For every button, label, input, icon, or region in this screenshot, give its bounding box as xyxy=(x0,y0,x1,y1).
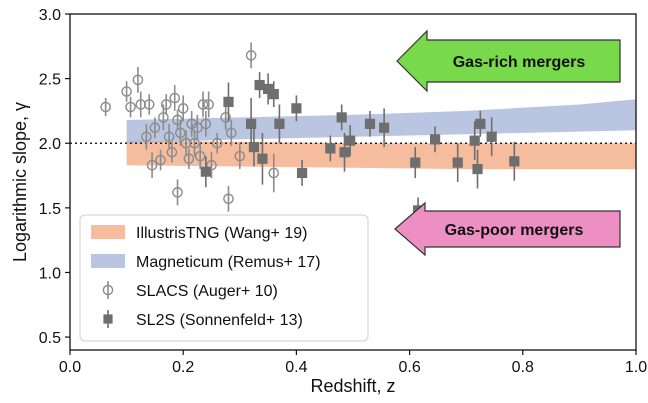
sl2s-point xyxy=(410,157,421,168)
sl2s-point xyxy=(472,163,483,175)
x-tick-label: 0.8 xyxy=(512,359,534,376)
sl2s-point xyxy=(345,135,356,146)
y-tick-label: 2.5 xyxy=(39,72,61,89)
slacs-point xyxy=(160,99,172,110)
slacs-point xyxy=(169,92,181,104)
legend-swatch-illustristng xyxy=(91,225,125,239)
slacs-point xyxy=(125,101,136,113)
gas-poor-label: Gas-poor mergers xyxy=(445,222,584,239)
legend-box xyxy=(79,214,369,342)
slacs-point xyxy=(163,131,175,143)
slacs-point xyxy=(132,74,144,86)
gas-poor-arrow xyxy=(394,201,621,257)
slacs-point xyxy=(226,127,237,139)
band-illustristng xyxy=(126,140,636,170)
slacs-point xyxy=(220,112,231,123)
slacs-point xyxy=(200,118,212,130)
x-tick-label: 1.0 xyxy=(625,359,647,376)
sl2s-point xyxy=(223,96,234,107)
x-tick-label: 0.4 xyxy=(285,359,307,376)
slacs-point xyxy=(245,50,257,61)
sl2s-point xyxy=(246,118,257,129)
slacs-point xyxy=(141,131,152,143)
x-tick-label: 0.0 xyxy=(59,359,81,376)
gas-rich-label: Gas-rich mergers xyxy=(453,54,586,71)
y-tick-label: 2.0 xyxy=(39,136,61,153)
slacs-point xyxy=(183,153,195,165)
slacs-point xyxy=(211,137,223,149)
slacs-point xyxy=(155,154,166,166)
legend-swatch-magneticum xyxy=(91,254,125,268)
slacs-point xyxy=(143,99,155,110)
slacs-point xyxy=(121,86,132,97)
y-axis-title: Logarithmic slope, γ xyxy=(10,102,30,262)
slacs-point xyxy=(223,193,234,205)
legend-slacs-marker xyxy=(102,284,114,296)
sl2s-point xyxy=(254,79,265,91)
y-tick-label: 1.0 xyxy=(39,265,61,282)
slacs-point xyxy=(135,99,147,110)
sl2s-point xyxy=(364,118,376,129)
legend-label-sl2s: SL2S (Sonnenfeld+ 13) xyxy=(136,312,303,329)
sl2s-point xyxy=(274,118,285,129)
slacs-point xyxy=(146,159,158,171)
y-tick-label: 1.5 xyxy=(39,201,61,218)
x-tick-label: 0.2 xyxy=(172,359,194,376)
slacs-point xyxy=(206,159,217,171)
gas-rich-arrow xyxy=(396,29,621,93)
slacs-point xyxy=(268,167,280,179)
plot-frame xyxy=(69,13,637,351)
sl2s-point xyxy=(452,157,463,168)
y-tick-label: 0.5 xyxy=(39,330,61,347)
sl2s-point xyxy=(268,89,279,100)
x-axis-title: Redshift, z xyxy=(310,376,395,396)
slacs-point xyxy=(158,112,169,123)
slacs-point xyxy=(203,99,214,110)
slacs-point xyxy=(172,114,183,126)
sl2s-point xyxy=(429,134,441,145)
sl2s-point xyxy=(469,135,480,146)
sl2s-point xyxy=(486,131,497,142)
legend-label-magneticum: Magneticum (Remus+ 17) xyxy=(136,254,321,271)
sl2s-point xyxy=(263,83,274,95)
slacs-point xyxy=(100,101,111,113)
sl2s-point xyxy=(336,112,347,123)
sl2s-point xyxy=(475,118,486,129)
slacs-point xyxy=(194,150,206,162)
slacs-point xyxy=(234,150,246,162)
sl2s-point xyxy=(291,103,302,114)
slacs-point xyxy=(197,99,209,110)
sl2s-point xyxy=(339,147,350,158)
legend-sl2s-marker xyxy=(103,314,113,324)
sl2s-point xyxy=(248,142,260,153)
slacs-point xyxy=(192,122,203,134)
slacs-point xyxy=(175,127,186,139)
sl2s-point xyxy=(257,153,268,164)
legend-label-slacs: SLACS (Auger+ 10) xyxy=(136,283,278,300)
slacs-point xyxy=(189,137,200,149)
sl2s-point xyxy=(509,156,520,167)
slacs-point xyxy=(172,187,183,198)
legend-label-illustristng: IllustrisTNG (Wang+ 19) xyxy=(136,225,307,242)
sl2s-point xyxy=(379,122,390,133)
x-tick-label: 0.6 xyxy=(398,359,420,376)
sl2s-point xyxy=(325,143,336,154)
y-tick-label: 3.0 xyxy=(39,7,61,24)
sl2s-point xyxy=(296,167,308,179)
slacs-point xyxy=(166,146,178,158)
sl2s-point xyxy=(200,166,211,177)
slacs-point xyxy=(180,137,192,149)
slacs-point xyxy=(177,103,189,114)
slacs-point xyxy=(149,122,161,134)
